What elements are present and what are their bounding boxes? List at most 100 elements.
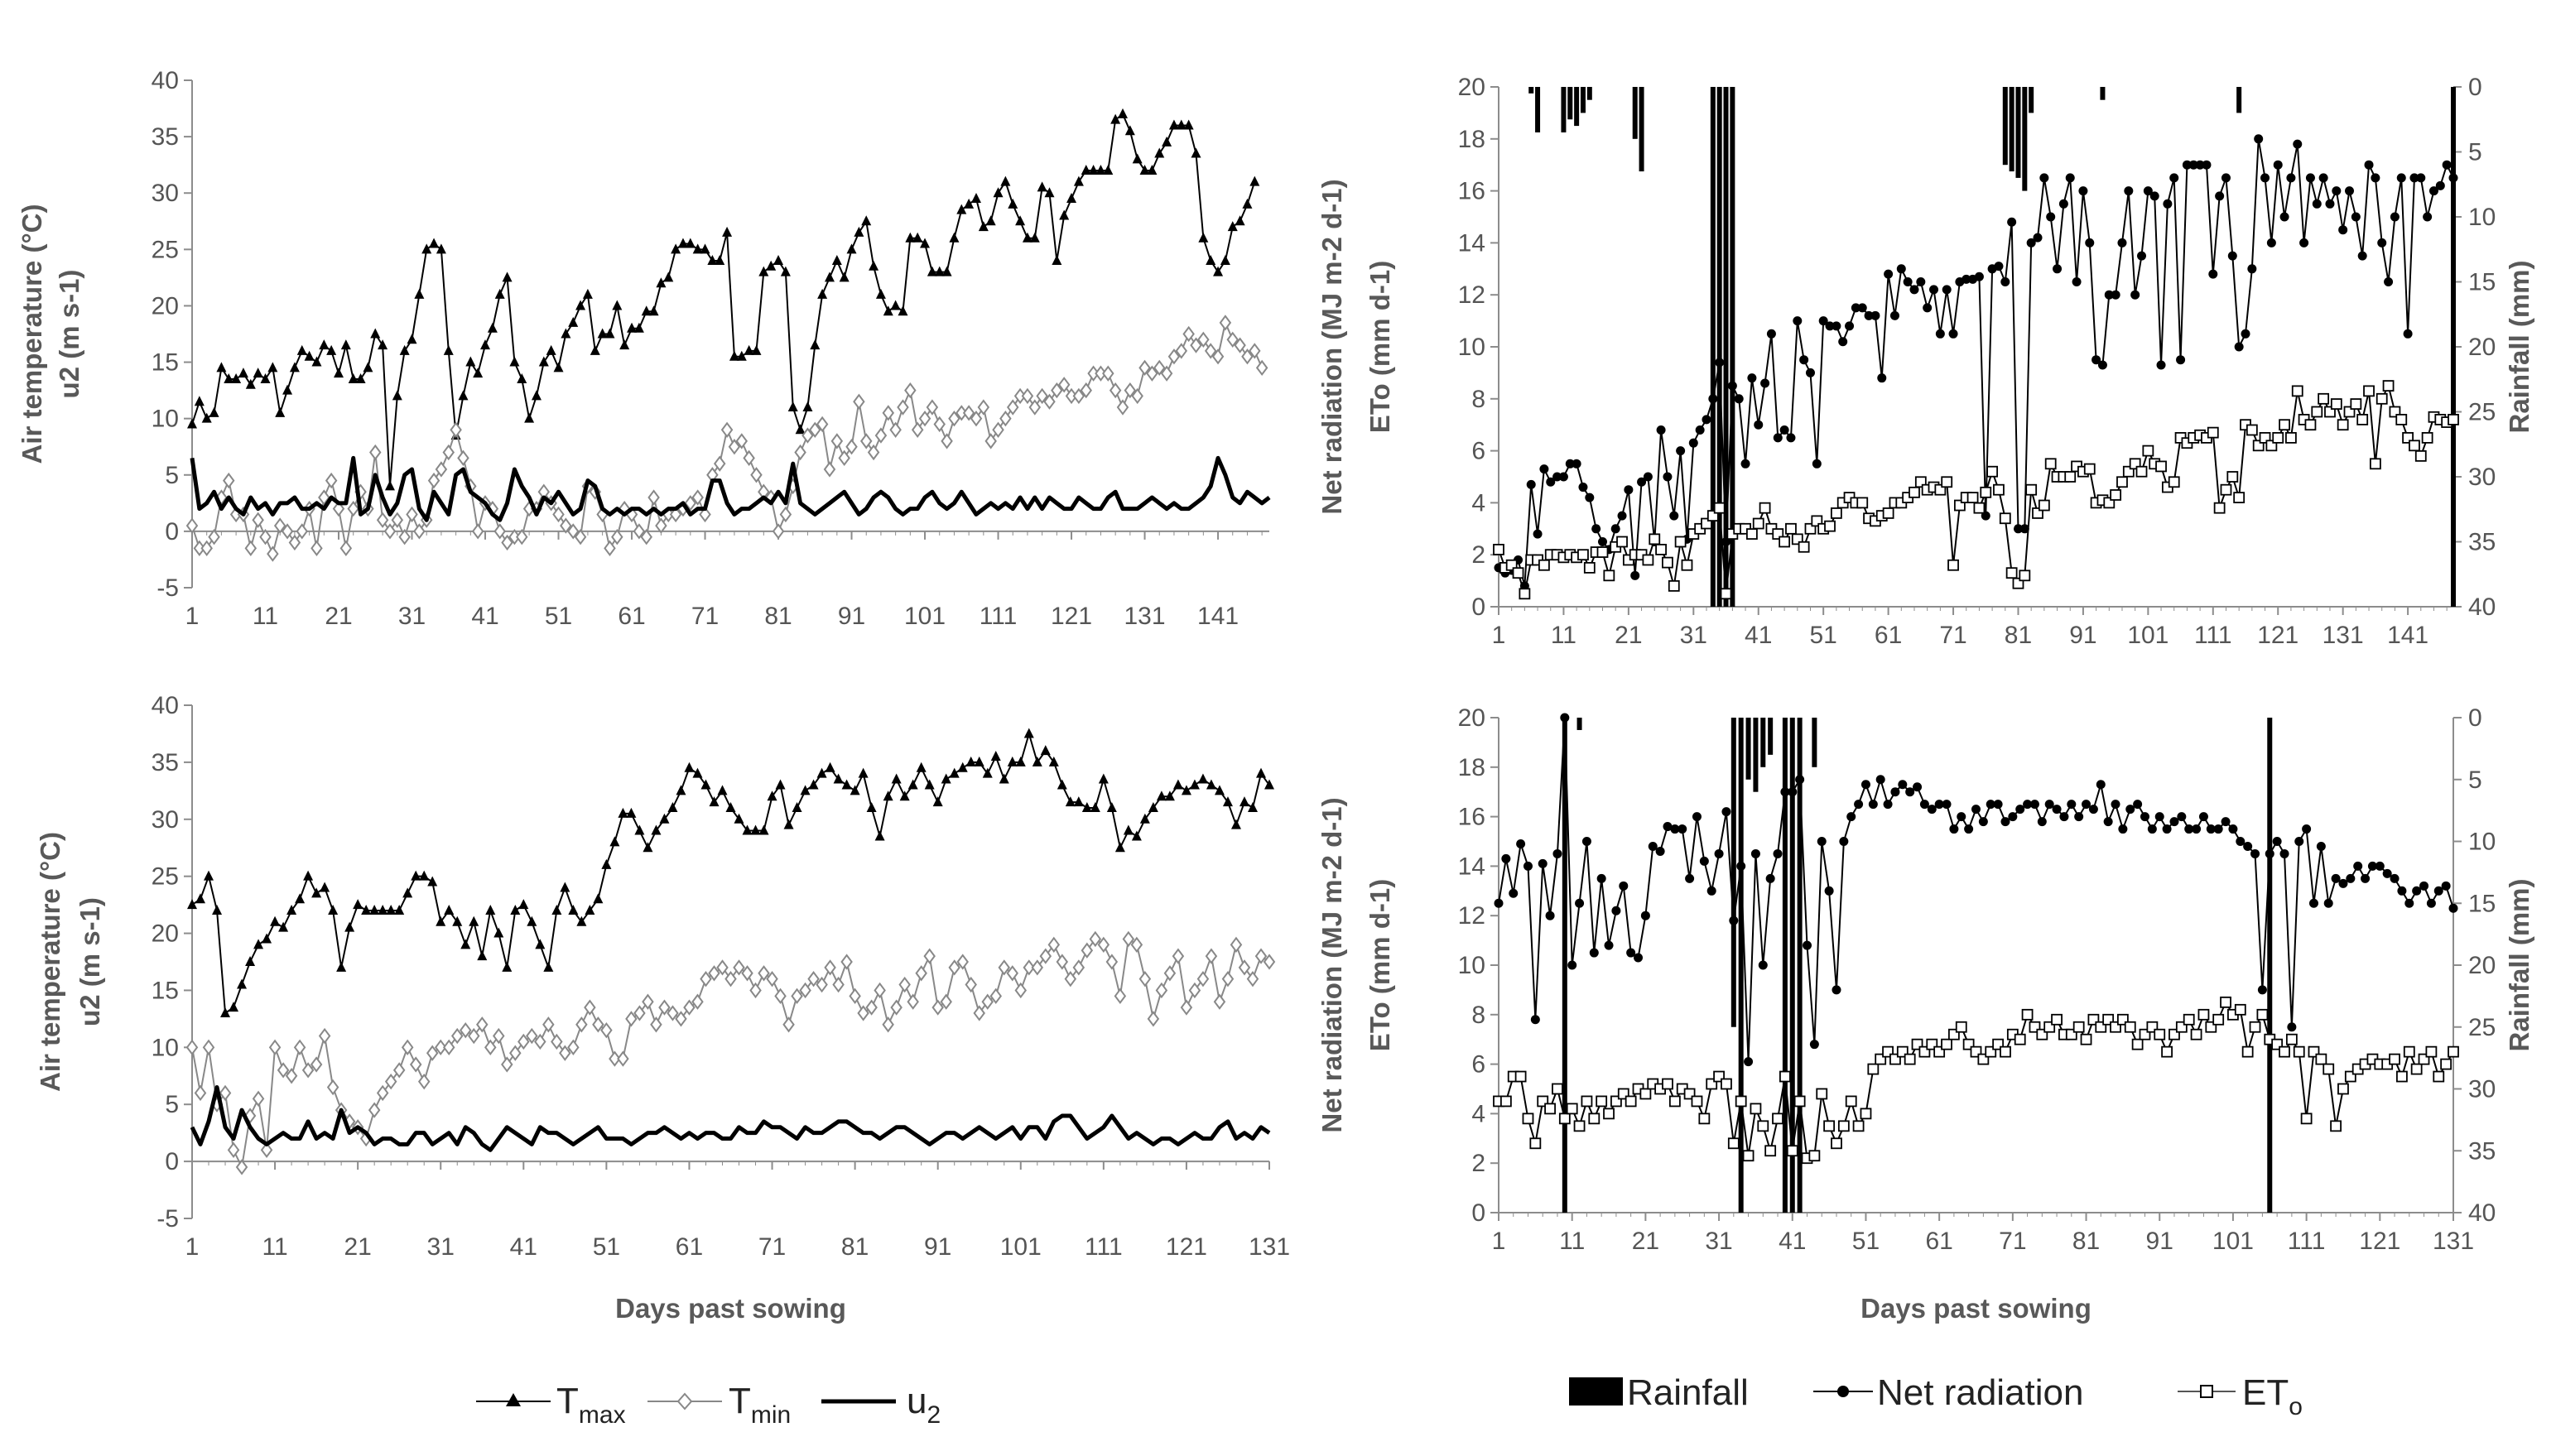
series-tmax (187, 728, 1274, 1017)
data-point (2403, 329, 2413, 339)
data-point (501, 534, 513, 551)
data-point (1793, 1095, 1806, 1108)
data-point (493, 1027, 505, 1045)
data-point (2221, 173, 2231, 183)
data-point (1539, 464, 1549, 474)
data-point (2234, 1003, 2246, 1016)
data-point (1745, 528, 1758, 540)
data-point (2013, 524, 2023, 534)
y-axis-title-line2: ETo (mm d-1) (1365, 879, 1395, 1051)
data-point (609, 836, 620, 847)
y-tick-label: 0 (1471, 1199, 1485, 1227)
x-tick-label: 31 (427, 1233, 455, 1261)
data-point (809, 421, 821, 438)
data-point (933, 416, 946, 433)
data-point (1095, 164, 1106, 175)
data-point (392, 1062, 406, 1079)
data-point (2351, 212, 2361, 222)
data-point (414, 288, 425, 299)
data-point (743, 449, 755, 467)
data-point (2345, 186, 2355, 196)
data-point (1890, 787, 1900, 797)
x-tick-label: 51 (1852, 1228, 1880, 1255)
data-point (244, 540, 258, 556)
chart-panel-bottom-right: 0 2 4 6 8 10 12 14 16 18 20 40 35 30 25 20 15 10 5 0 Rainfal… (1317, 704, 2534, 1324)
data-point (1750, 1103, 1762, 1115)
rainfall-bar (1730, 718, 1736, 1027)
data-point (626, 807, 637, 818)
data-point (667, 802, 678, 812)
data-point (1241, 348, 1254, 365)
data-point (2318, 392, 2330, 405)
y2-axis-title: Rainfall (mm) (2504, 260, 2534, 433)
data-point (1516, 839, 1526, 848)
data-point (949, 767, 960, 778)
data-point (970, 193, 981, 204)
data-point (427, 876, 438, 887)
data-point (1056, 954, 1069, 970)
data-point (1214, 785, 1225, 795)
data-point (235, 1159, 248, 1175)
data-point (1702, 415, 1711, 425)
data-point (2433, 886, 2443, 896)
data-point (1065, 796, 1076, 807)
data-point (2250, 848, 2260, 858)
y-tick-label: 14 (1458, 229, 1485, 257)
data-point (2448, 1045, 2459, 1058)
data-point (2000, 1045, 2011, 1058)
data-point (1656, 425, 1666, 435)
y-axis-title-line2: ETo (mm d-1) (1365, 261, 1395, 433)
data-point (1857, 303, 1867, 313)
data-point (208, 529, 220, 545)
data-point (267, 362, 278, 372)
y2-tick-label: 10 (2468, 829, 2496, 856)
x-tick-label: 61 (1925, 1228, 1952, 1255)
data-point (2440, 1058, 2453, 1070)
data-point (2140, 812, 2149, 822)
data-point (2311, 406, 2323, 418)
data-point (502, 271, 513, 282)
data-point (1980, 486, 1992, 498)
data-point (907, 779, 918, 790)
data-point (1197, 773, 1208, 784)
x-tick-label: 91 (2146, 1228, 2173, 1255)
data-point (585, 905, 595, 915)
data-point (1057, 377, 1071, 393)
data-point (720, 421, 734, 438)
y-tick-label: 4 (1471, 1100, 1485, 1127)
data-point (187, 899, 197, 910)
data-point (1713, 502, 1726, 514)
data-point (2302, 824, 2312, 834)
data-point (941, 266, 952, 276)
data-point (543, 961, 554, 972)
data-point (501, 1056, 513, 1073)
data-point (1699, 856, 1709, 866)
data-point (493, 927, 504, 938)
data-point (874, 982, 886, 999)
data-point (2356, 414, 2369, 425)
data-point (1122, 930, 1135, 948)
data-point (857, 1005, 869, 1021)
data-point (684, 495, 697, 512)
data-point (1526, 479, 1536, 489)
data-point (318, 1027, 331, 1045)
y-tick-label: 14 (1458, 853, 1485, 880)
y-tick-label: 20 (152, 920, 179, 948)
data-point (286, 905, 297, 915)
data-point (2375, 392, 2388, 405)
data-point (2338, 225, 2348, 235)
data-point (1812, 459, 1822, 469)
data-point (839, 271, 850, 282)
data-point (683, 999, 696, 1016)
data-point (1589, 948, 1599, 958)
data-point (2331, 873, 2341, 883)
data-point (1898, 780, 1908, 790)
data-point (927, 266, 937, 276)
data-point (816, 767, 827, 778)
data-point (962, 405, 975, 421)
data-point (1008, 198, 1018, 209)
data-point (1234, 337, 1246, 353)
y2-tick-label: 40 (2468, 593, 2496, 621)
data-point (1856, 497, 1869, 509)
y2-tick-label: 25 (2468, 1014, 2496, 1041)
